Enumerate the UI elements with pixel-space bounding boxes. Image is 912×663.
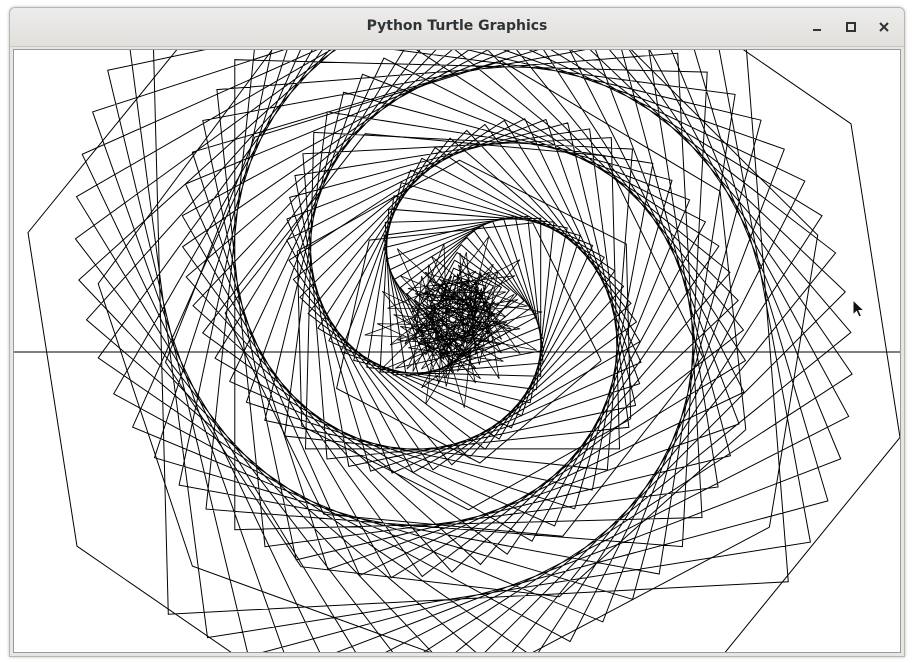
minimize-icon — [813, 29, 821, 31]
outer-ring-1 — [336, 222, 602, 464]
close-icon — [879, 22, 889, 32]
turtle-canvas[interactable] — [13, 49, 901, 653]
turtle-window: Python Turtle Graphics — [9, 7, 905, 657]
maximize-button[interactable] — [840, 16, 862, 38]
inner-spiral-path — [74, 50, 853, 652]
close-button[interactable] — [873, 16, 895, 38]
outer-ring-3 — [224, 133, 704, 537]
window-title: Python Turtle Graphics — [366, 18, 548, 34]
outer-ring-4 — [164, 60, 747, 598]
outer-ring-2 — [296, 159, 632, 511]
outer-ring-5 — [97, 50, 819, 652]
mouse-cursor-icon — [852, 298, 866, 323]
maximize-icon — [846, 22, 856, 32]
title-bar[interactable]: Python Turtle Graphics — [10, 8, 904, 47]
outer-ring-6 — [27, 50, 900, 652]
turtle-drawing — [14, 50, 900, 652]
minimize-button[interactable] — [806, 16, 828, 38]
center-tangle-path — [364, 236, 543, 408]
